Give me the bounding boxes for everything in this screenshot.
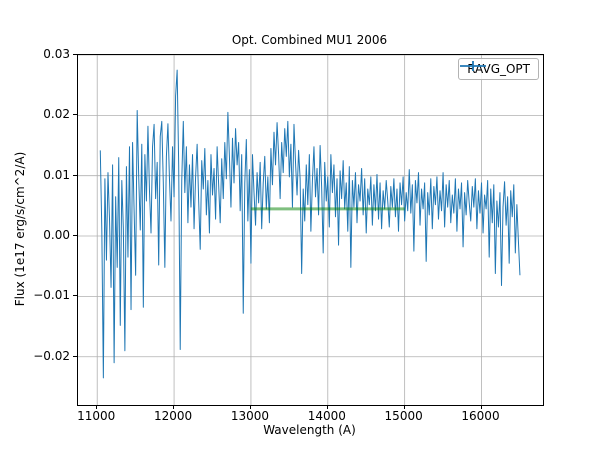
x-axis-label: Wavelength (A) [263, 423, 356, 437]
x-tick-label: 16000 [461, 409, 500, 423]
y-tick-mark [73, 295, 77, 297]
x-tick-mark [249, 405, 251, 409]
y-tick-mark [73, 114, 77, 116]
y-tick-label: 0.03 [43, 47, 70, 61]
y-tick-label: −0.01 [33, 288, 70, 303]
y-tick-label: −0.02 [33, 348, 70, 363]
y-tick-mark [73, 54, 77, 55]
y-tick-label: 0.00 [43, 228, 70, 243]
x-tick-label: 15000 [384, 409, 423, 423]
x-tick-mark [403, 405, 405, 409]
errorbar-marker-icon [460, 61, 487, 71]
y-tick-label: 0.02 [43, 107, 70, 122]
y-tick-mark [73, 355, 77, 357]
plot-title: Opt. Combined MU1 2006 [231, 33, 388, 47]
series-line [99, 69, 521, 379]
y-tick-mark [73, 174, 77, 176]
y-tick-mark [73, 235, 77, 237]
y-tick-label: 0.01 [43, 167, 70, 182]
x-tick-label: 14000 [307, 409, 346, 423]
x-tick-mark [326, 405, 328, 409]
x-tick-label: 13000 [230, 409, 270, 423]
legend: RAVG_OPT [458, 58, 539, 80]
x-tick-label: 12000 [153, 409, 193, 423]
x-tick-mark [480, 405, 482, 409]
x-tick-label: 11000 [77, 409, 116, 423]
chart-canvas [78, 55, 543, 405]
x-tick-mark [173, 405, 175, 409]
x-tick-mark [96, 405, 98, 409]
plot-area: RAVG_OPT [77, 54, 544, 406]
